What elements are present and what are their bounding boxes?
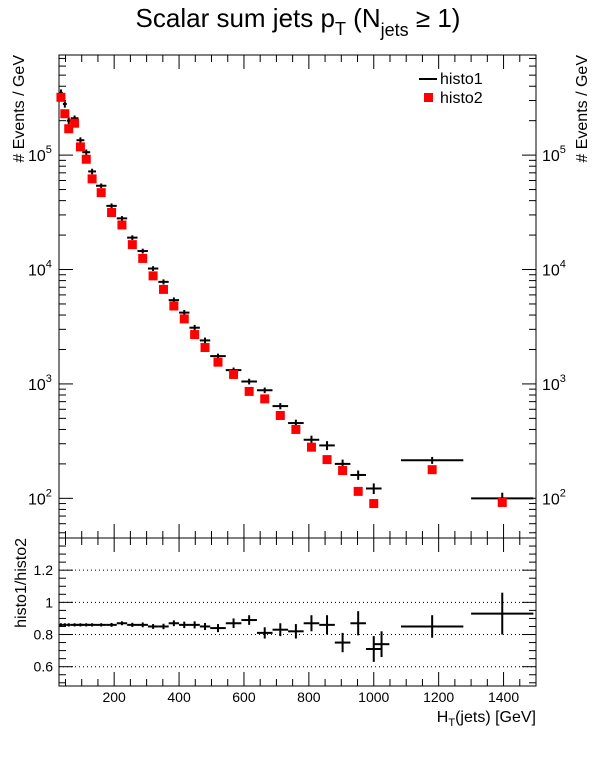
ratio-grid xyxy=(59,569,536,668)
histo2-point xyxy=(158,284,168,294)
main-ytick-label: 105 xyxy=(28,144,52,165)
ratio-ytick-label: 1 xyxy=(45,594,53,610)
histo2-point xyxy=(148,271,158,281)
histo2-point xyxy=(96,188,106,198)
main-ytick-label: 104 xyxy=(28,259,52,280)
legend-histo2-label: histo2 xyxy=(440,90,483,107)
histo2-point xyxy=(291,424,301,434)
ratio-ytick-label: 1.2 xyxy=(34,562,54,578)
histo2-point xyxy=(190,330,200,340)
ratio-xtick-label: 800 xyxy=(297,689,321,705)
main-ytick-label: 103 xyxy=(28,373,52,394)
histo2-point xyxy=(427,465,437,475)
chart-title: Scalar sum jets pT (Njets ≥ 1) xyxy=(136,3,461,40)
histo2-point xyxy=(56,92,66,102)
histo2-point xyxy=(179,314,189,324)
ratio-xtick-label: 400 xyxy=(167,689,191,705)
histo2-point xyxy=(200,343,210,353)
histo2-point xyxy=(64,124,74,134)
main-panel-frame xyxy=(58,54,537,539)
main-ytick-label: 102 xyxy=(28,487,52,508)
histo2-point xyxy=(353,486,363,496)
ratio-panel-frame xyxy=(58,537,537,687)
histo2-point xyxy=(87,174,97,184)
ratio-xtick-label: 200 xyxy=(102,689,126,705)
histo2-point xyxy=(229,369,239,379)
ratio-xtick-label: 1400 xyxy=(488,689,519,705)
main-ytick-label-right: 103 xyxy=(542,373,566,394)
ratio-xtick-label: 1000 xyxy=(358,689,389,705)
ratio-ytick-label: 0.6 xyxy=(34,659,54,675)
legend-histo2-marker xyxy=(424,93,433,102)
chart-title-main: Scalar sum jets p xyxy=(136,3,335,33)
ratio-ticks: 0.6 0.8 1 1.2 200 400 600 800 1000 1200 1400 xyxy=(34,537,537,705)
legend-histo1-label: histo1 xyxy=(440,71,483,88)
histo2-point xyxy=(117,220,127,230)
histo2-point xyxy=(60,109,70,119)
main-ytick-label-right: 102 xyxy=(542,487,566,508)
histo2-point xyxy=(213,357,223,367)
ratio-xtick-label: 1200 xyxy=(423,689,454,705)
histo2-point xyxy=(169,301,179,311)
histo2-point xyxy=(127,240,137,250)
main-y-ticks: 102 102 103 103 104 104 105 105 xyxy=(28,55,566,538)
ratio-xlabel-sub: T xyxy=(448,717,455,729)
main-ytick-label-right: 104 xyxy=(542,259,566,280)
ratio-ytick-label: 0.8 xyxy=(34,627,54,643)
ratio-xlabel-main: H xyxy=(437,709,449,726)
histo2-point xyxy=(244,386,254,396)
histo2-point xyxy=(338,466,348,476)
histo2-point xyxy=(70,118,80,128)
ratio-xlabel-rest: (jets) [GeV] xyxy=(455,709,536,726)
ratio-series-group xyxy=(59,592,534,662)
main-ylabel-right: # Events / GeV xyxy=(574,55,591,163)
ratio-ylabel: histo1/histo2 xyxy=(13,538,30,628)
ratio-xlabel: HT(jets) [GeV] xyxy=(437,709,536,729)
ratio-xtick-label: 600 xyxy=(232,689,256,705)
histo2-point xyxy=(260,394,270,404)
histo2-point xyxy=(107,208,117,218)
histo2-point xyxy=(138,253,148,263)
main-ylabel-left: # Events / GeV xyxy=(11,55,28,163)
histo2-point xyxy=(306,442,316,452)
histo2-point xyxy=(497,497,507,507)
chart-title-ge-one: ≥ 1) xyxy=(409,3,461,33)
histo2-point xyxy=(369,499,379,509)
chart-title-sub-jets: jets xyxy=(380,20,409,40)
main-ytick-label-right: 105 xyxy=(542,144,566,165)
histo2-point xyxy=(81,154,91,164)
legend-box xyxy=(388,65,533,110)
histo2-point xyxy=(322,455,332,465)
chart-title-sub-t: T xyxy=(335,19,346,39)
main-series-group xyxy=(56,89,534,509)
chart-title-paren: (N xyxy=(346,3,381,33)
histo2-point xyxy=(75,142,85,152)
histo2-point xyxy=(275,410,285,420)
